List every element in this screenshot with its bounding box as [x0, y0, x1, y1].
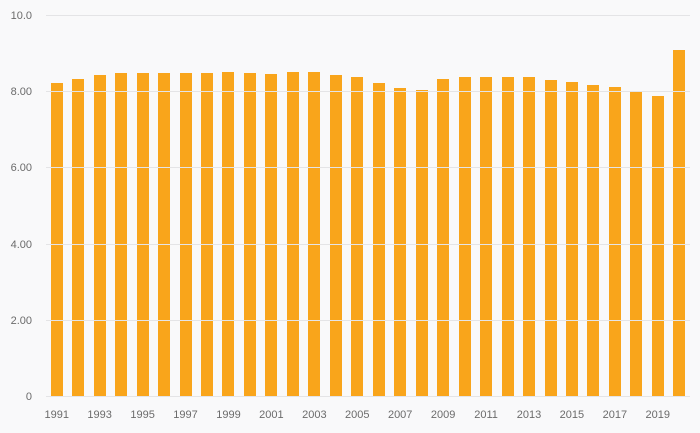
bar-slot: [454, 16, 475, 397]
x-tick-label: 2013: [516, 409, 542, 421]
bar-slot: [347, 16, 368, 397]
bar-2004[interactable]: [329, 75, 342, 397]
gridline: [46, 15, 690, 16]
bar-2010[interactable]: [458, 76, 471, 397]
bar-slot: [626, 16, 647, 397]
x-tick-label: 2015: [559, 409, 585, 421]
gridline: [46, 319, 690, 321]
bar-slot: [368, 16, 389, 397]
bar-2005[interactable]: [351, 76, 364, 397]
bar-2009[interactable]: [437, 78, 450, 397]
bar-1998[interactable]: [201, 73, 214, 397]
y-tick-label: 8.00: [10, 86, 32, 99]
gridline: [46, 396, 690, 397]
bar-1993[interactable]: [93, 75, 106, 397]
x-tick-label: 1999: [216, 409, 241, 421]
bar-slot: [132, 16, 153, 397]
y-tick-label: 10.0: [10, 10, 32, 22]
x-tick-label: 1995: [130, 409, 155, 421]
bar-1991[interactable]: [50, 82, 63, 397]
x-tick-label: 2017: [602, 409, 628, 421]
bar-slot: [282, 16, 303, 397]
gridline: [46, 243, 690, 245]
bar-slot: [604, 16, 625, 397]
bar-2014[interactable]: [544, 80, 557, 397]
x-tick-label: 2001: [259, 409, 284, 421]
bar-slot: [218, 16, 239, 397]
bar-slot: [669, 16, 690, 397]
bar-slot: [647, 16, 668, 397]
bar-slot: [475, 16, 496, 397]
x-tick-label: 2003: [302, 409, 327, 421]
x-tick-label: 2009: [430, 409, 456, 421]
bar-slot: [518, 16, 539, 397]
bar-1995[interactable]: [136, 73, 149, 397]
bar-2003[interactable]: [308, 72, 321, 397]
bar-slot: [175, 16, 196, 397]
bar-slot: [196, 16, 217, 397]
x-tick-label: 2011: [474, 409, 498, 421]
bar-2001[interactable]: [265, 74, 278, 397]
bar-slot: [46, 16, 67, 397]
bar-2000[interactable]: [243, 73, 256, 397]
bar-slot: [261, 16, 282, 397]
bar-2002[interactable]: [286, 72, 299, 397]
bar-slot: [561, 16, 582, 397]
bar-slot: [540, 16, 561, 397]
gridline: [46, 91, 690, 93]
bar-2015[interactable]: [565, 81, 578, 397]
bar-slot: [583, 16, 604, 397]
bar-2011[interactable]: [480, 76, 493, 397]
bar-slot: [432, 16, 453, 397]
bar-slot: [239, 16, 260, 397]
bar-slot: [411, 16, 432, 397]
bar-slot: [67, 16, 88, 397]
bar-slot: [390, 16, 411, 397]
bar-slot: [110, 16, 131, 397]
x-tick-label: 1991: [44, 409, 69, 421]
bar-1996[interactable]: [158, 73, 171, 397]
x-tick-label: 1993: [87, 409, 112, 421]
x-tick-label: 2005: [345, 409, 370, 421]
bar-2006[interactable]: [372, 82, 385, 397]
bars-group: [46, 16, 690, 397]
bar-slot: [89, 16, 110, 397]
gridline: [46, 167, 690, 169]
bar-1994[interactable]: [115, 73, 128, 397]
bar-2012[interactable]: [501, 76, 514, 397]
plot-area: [46, 15, 690, 397]
y-axis: 0 2.00 4.00 6.00 8.00 10.0: [0, 10, 40, 403]
bar-1997[interactable]: [179, 73, 192, 397]
x-tick-label: 2007: [387, 409, 413, 421]
bar-slot: [153, 16, 174, 397]
bar-1992[interactable]: [72, 78, 85, 397]
bar-2016[interactable]: [587, 84, 600, 397]
bar-1999[interactable]: [222, 72, 235, 397]
y-tick-label: 4.00: [10, 238, 32, 251]
y-tick-label: 0: [25, 391, 32, 403]
bar-2013[interactable]: [523, 76, 536, 397]
bar-2017[interactable]: [608, 86, 621, 397]
y-tick-label: 6.00: [10, 162, 32, 175]
x-tick-label: 2019: [645, 409, 671, 421]
bar-slot: [325, 16, 346, 397]
x-tick-label: 1997: [173, 409, 198, 421]
bar-slot: [497, 16, 518, 397]
y-tick-label: 2.00: [10, 314, 32, 327]
bar-2019[interactable]: [651, 96, 664, 397]
bar-2020[interactable]: [673, 50, 686, 397]
bar-slot: [304, 16, 325, 397]
x-axis: 1991 1993 1995 1997 1999 2001 2003 2005 2007 2009…: [44, 409, 690, 425]
